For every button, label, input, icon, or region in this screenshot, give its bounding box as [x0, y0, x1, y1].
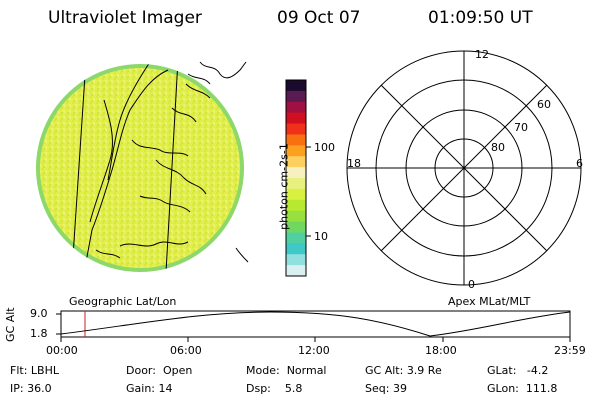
colorbar-swatch	[286, 265, 306, 277]
footer-door: Door: Open	[126, 364, 193, 377]
colorbar	[286, 80, 306, 277]
mlt-label-12: 12	[475, 48, 489, 61]
colorbar-swatch	[286, 134, 306, 146]
x-tick-1800: 18:00	[425, 344, 457, 357]
colorbar-swatch	[286, 101, 306, 114]
footer-glat: GLat: -4.2	[487, 364, 549, 377]
colorbar-swatch	[286, 210, 306, 223]
colorbar-label-10: 10	[314, 230, 328, 243]
instrument-title: Ultraviolet Imager	[48, 8, 202, 28]
footer-dsp: Dsp: 5.8	[246, 382, 303, 395]
x-tick-1200: 12:00	[298, 344, 330, 357]
colorbar-swatch	[286, 243, 306, 255]
globe-fill	[40, 68, 240, 268]
colorbar-swatch	[286, 90, 306, 103]
footer-seq: Seq: 39	[365, 382, 407, 395]
mlt-label-6: 6	[576, 157, 583, 170]
altitude-curve	[60, 311, 571, 337]
x-tick-2359: 23:59	[554, 344, 586, 357]
footer-glon: GLon: 111.8	[487, 382, 558, 395]
colorbar-swatch	[286, 80, 306, 92]
coastlines	[71, 64, 211, 272]
outer-coastlines	[187, 61, 249, 263]
colorbar-swatch	[286, 112, 306, 125]
polar-grid	[346, 50, 582, 286]
timeline-ticks	[56, 313, 571, 342]
timeline-axis-label: GC Alt	[4, 307, 17, 342]
footer-ip: IP: 36.0	[10, 382, 52, 395]
colorbar-swatch	[286, 167, 306, 179]
colorbar-unit-label: photon cm-2s-1	[277, 143, 291, 230]
mlat-label-60: 60	[537, 98, 551, 111]
footer-mode: Mode: Normal	[246, 364, 327, 377]
colorbar-swatch	[286, 188, 306, 201]
colorbar-label-100: 100	[314, 141, 335, 154]
footer-gain: Gain: 14	[126, 382, 173, 395]
colorbar-swatch	[286, 145, 306, 157]
colorbar-swatch	[286, 221, 306, 233]
geographic-caption: Geographic Lat/Lon	[69, 295, 177, 308]
footer-flt: Flt: LBHL	[10, 364, 59, 377]
colorbar-frame	[285, 79, 307, 277]
colorbar-swatch	[286, 178, 306, 190]
mlt-label-18: 18	[347, 157, 361, 170]
time-label: 01:09:50 UT	[428, 8, 533, 28]
mlt-label-0: 0	[468, 278, 475, 291]
footer-gcalt: GC Alt: 3.9 Re	[365, 364, 442, 377]
y-tick-9: 9.0	[30, 307, 48, 320]
colorbar-swatch	[286, 199, 306, 212]
date-label: 09 Oct 07	[277, 8, 361, 28]
colorbar-swatch	[286, 156, 306, 168]
timeline-frame	[60, 310, 571, 338]
mlat-label-70: 70	[514, 121, 528, 134]
x-tick-0000: 00:00	[46, 344, 78, 357]
mlat-label-80: 80	[491, 141, 505, 154]
x-tick-0600: 06:00	[170, 344, 202, 357]
apex-caption: Apex MLat/MLT	[448, 295, 531, 308]
y-tick-1.8: 1.8	[30, 327, 48, 340]
colorbar-swatch	[286, 232, 306, 244]
colorbar-swatch	[286, 254, 306, 266]
colorbar-swatch	[286, 123, 306, 135]
